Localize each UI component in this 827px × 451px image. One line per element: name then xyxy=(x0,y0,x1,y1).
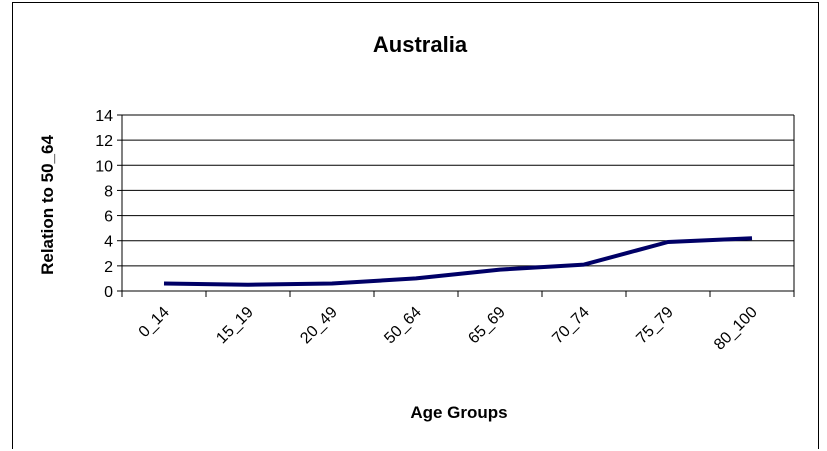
x-tick-label: 65_69 xyxy=(465,304,509,348)
y-tick-label-0: 0 xyxy=(104,284,113,301)
x-tick-label: 70_74 xyxy=(549,304,593,348)
x-tick-label: 20_49 xyxy=(297,304,341,348)
x-tick-label: 80_100 xyxy=(711,304,761,354)
y-tick-label-6: 6 xyxy=(104,209,113,226)
x-tick-label: 75_79 xyxy=(633,304,677,348)
chart-title: Australia xyxy=(373,32,468,57)
y-tick-label-10: 10 xyxy=(95,158,113,175)
x-tick-label: 0_14 xyxy=(136,304,173,341)
x-tick-labels: 0_14 15_19 20_49 50_64 65_69 70_74 75_79 80_100 xyxy=(136,304,761,354)
series-line-0 xyxy=(163,236,753,287)
y-tick-label-8: 8 xyxy=(104,183,113,200)
y-tick-labels: 0 2 4 6 8 10 12 14 xyxy=(95,108,113,301)
y-tick-label-2: 2 xyxy=(104,259,113,276)
x-tick-label: 15_19 xyxy=(213,304,257,348)
x-axis-label: Age Groups xyxy=(410,403,507,422)
x-tick-label: 50_64 xyxy=(381,304,425,348)
gridlines xyxy=(122,114,794,267)
axes xyxy=(117,114,795,297)
line-chart: Australia 0 2 4 6 8 10 12 14 0_14 15_19 20_49 50_6… xyxy=(38,32,795,422)
series-layer xyxy=(163,236,753,287)
y-tick-label-4: 4 xyxy=(104,234,113,251)
y-axis-label: Relation to 50_64 xyxy=(38,135,57,275)
y-tick-label-12: 12 xyxy=(95,133,113,150)
chart-container: Australia 0 2 4 6 8 10 12 14 0_14 15_19 20_49 50_6… xyxy=(12,2,819,449)
y-tick-label-14: 14 xyxy=(95,108,113,125)
